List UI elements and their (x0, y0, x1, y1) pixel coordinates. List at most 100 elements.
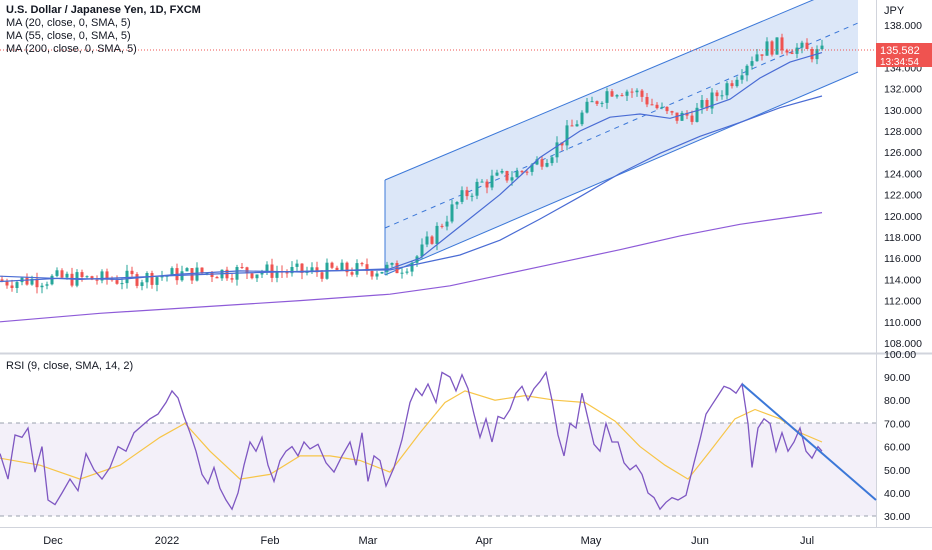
candle-body (640, 90, 644, 97)
time-tick-label: Feb (261, 535, 280, 547)
legend-rsi[interactable]: RSI (9, close, SMA, 14, 2) (6, 360, 134, 372)
candle-body (345, 262, 349, 273)
candle-body (610, 91, 614, 97)
legend-ma20[interactable]: MA (20, close, 0, SMA, 5) (6, 17, 131, 29)
candle-body (495, 172, 499, 176)
price-axis[interactable]: 108.000 110.000 112.000 114.000 116.000 118.0… (884, 20, 922, 350)
symbol-title[interactable]: U.S. Dollar / Japanese Yen, 1D, FXCM (6, 4, 201, 16)
channel-upper-line (384, 0, 815, 181)
candle-body (685, 112, 689, 116)
candle-body (660, 106, 664, 108)
candle-body (440, 225, 444, 227)
candle-body (525, 171, 529, 173)
candle-body (765, 41, 769, 56)
candle-body (625, 91, 629, 96)
candle-body (720, 95, 724, 97)
candle-body (95, 279, 99, 281)
candle-body (290, 267, 294, 274)
rsi-tick-label: 50.00 (884, 465, 910, 477)
price-tag: 135.582 13:34:54 (876, 43, 932, 68)
candle-body (160, 276, 164, 278)
candle-body (455, 202, 459, 205)
candle-body (770, 41, 774, 55)
moving-average-group (0, 52, 823, 323)
candle-body (510, 177, 514, 181)
candle-body (555, 142, 559, 158)
candle-body (620, 95, 624, 97)
ma55-line (0, 95, 823, 281)
candle-body (335, 267, 339, 271)
candle-body (40, 285, 44, 288)
candle-body (60, 270, 64, 278)
rsi-axis[interactable]: 30.00 40.00 50.00 60.00 70.00 80.00 90.00 100.0… (884, 349, 916, 523)
price-tag-countdown: 13:34:54 (880, 57, 919, 68)
candle-body (735, 79, 739, 87)
candle-body (650, 104, 654, 106)
candle-body (90, 276, 94, 280)
candle-body (805, 42, 809, 49)
candle-body (810, 49, 814, 60)
candle-body (550, 157, 554, 164)
rsi-band-fill (0, 423, 876, 516)
candle-body (710, 92, 714, 109)
candle-body (790, 52, 794, 54)
candle-body (100, 271, 104, 281)
candle-body (25, 277, 29, 285)
candle-body (260, 272, 264, 275)
candle-body (355, 263, 359, 275)
candle-body (490, 175, 494, 188)
candle-body (15, 282, 19, 288)
rsi-line (0, 370, 823, 511)
candle-body (655, 104, 659, 109)
candle-body (365, 264, 369, 271)
time-axis[interactable]: Dec 2022 Feb Mar Apr May Jun Jul (43, 535, 814, 547)
candle-body (65, 273, 69, 278)
candle-body (190, 268, 194, 281)
candle-body (605, 91, 609, 103)
candle-body (135, 274, 139, 286)
candle-body (520, 171, 524, 173)
legend-ma55[interactable]: MA (55, close, 0, SMA, 5) (6, 30, 131, 42)
candle-body (575, 124, 579, 127)
candle-body (695, 107, 699, 122)
candle-body (425, 236, 429, 245)
candle-body (70, 273, 74, 286)
candle-body (500, 171, 504, 173)
rsi-trendline[interactable] (741, 383, 877, 501)
candle-body (560, 142, 564, 146)
candle-body (405, 271, 409, 273)
candle-body (725, 83, 729, 96)
candle-body (420, 244, 424, 257)
candle-body (35, 278, 39, 288)
price-legend: U.S. Dollar / Japanese Yen, 1D, FXCM MA … (6, 4, 201, 56)
rsi-ma-line (0, 390, 823, 480)
candle-body (480, 181, 484, 183)
candle-body (145, 273, 149, 283)
regression-channel[interactable] (384, 0, 859, 276)
rsi-pane[interactable] (0, 355, 876, 527)
candle-body (450, 204, 454, 222)
candle-body (535, 159, 539, 165)
candle-body (360, 263, 364, 265)
price-tick-label: 132.000 (884, 84, 922, 96)
legend-ma200[interactable]: MA (200, close, 0, SMA, 5) (6, 43, 137, 55)
price-tick-label: 110.000 (884, 317, 921, 329)
candle-body (115, 280, 119, 284)
candle-body (670, 111, 674, 113)
candle-body (315, 267, 319, 273)
candle-body (565, 125, 569, 146)
candle-body (215, 277, 219, 279)
candle-body (370, 271, 374, 277)
candle-body (195, 267, 199, 281)
candle-body (665, 106, 669, 112)
candle-body (700, 100, 704, 108)
time-tick-label: Mar (359, 535, 378, 547)
candle-body (400, 272, 404, 274)
candle-body (350, 272, 354, 275)
price-pane[interactable] (0, 0, 876, 353)
candle-body (435, 225, 439, 244)
candle-body (275, 271, 279, 278)
candle-body (265, 264, 269, 273)
